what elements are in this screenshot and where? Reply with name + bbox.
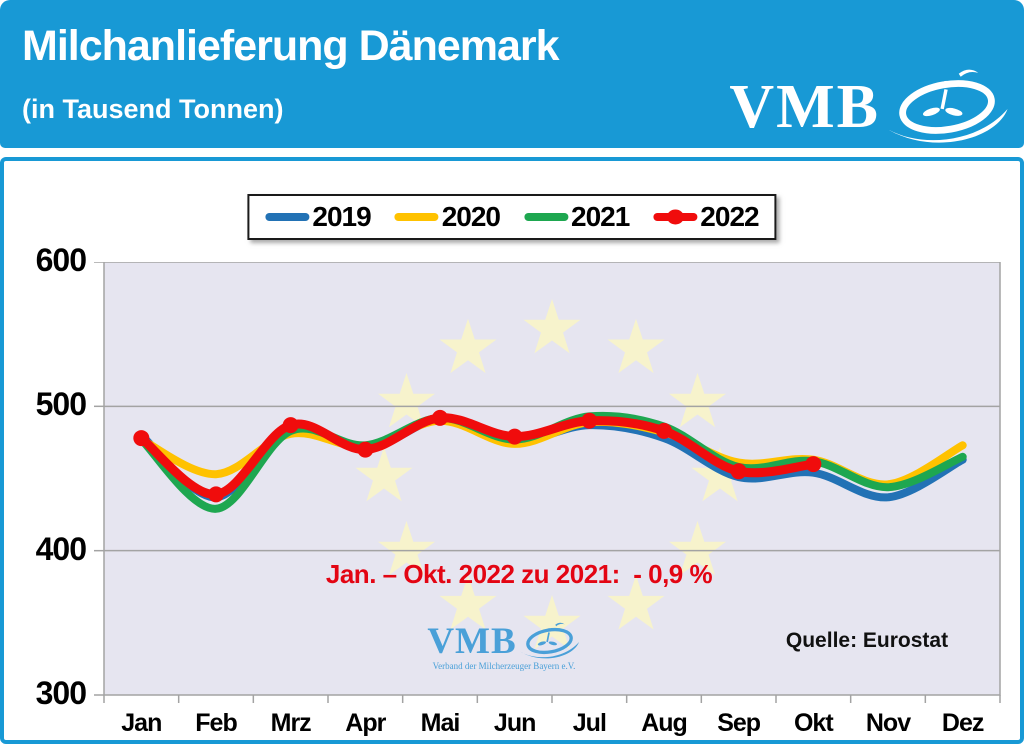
series-marker-2022 <box>133 430 150 447</box>
y-axis-label: 400 <box>35 530 87 567</box>
legend-label: 2020 <box>441 201 501 232</box>
eu-star-icon <box>439 575 497 630</box>
eu-star-icon <box>523 299 581 354</box>
vmb-logo-text: VMB <box>729 73 880 141</box>
y-axis-label: 600 <box>35 242 87 278</box>
legend-label: 2022 <box>700 201 759 232</box>
eu-star-icon <box>439 318 497 374</box>
x-axis-label: Jun <box>493 709 536 737</box>
annotation: Jan. – Okt. 2022 zu 2021: - 0,9 % <box>325 559 713 589</box>
x-axis-label: Aug <box>641 709 688 737</box>
eu-star-icon <box>607 318 665 374</box>
header: Milchanlieferung Dänemark (in Tausend To… <box>0 0 1024 148</box>
y-axis-label: 500 <box>35 386 87 423</box>
x-axis-label: Jul <box>572 709 607 737</box>
x-axis-label: Mai <box>420 709 461 737</box>
series-marker-2022 <box>656 422 672 439</box>
eu-star-icon <box>378 373 435 428</box>
watermark-caption: Verband der Milcherzeuger Bayern e.V. <box>432 661 576 671</box>
legend-label: 2019 <box>312 201 371 232</box>
x-axis-label: Apr <box>345 709 386 737</box>
series-marker-2022 <box>506 428 523 445</box>
x-axis-label: Dez <box>941 709 984 737</box>
watermark-logo: VMB Verband der Milcherzeuger Bayern e.V… <box>419 621 589 671</box>
x-axis-label: Okt <box>793 709 834 737</box>
series-line-2022 <box>136 413 818 499</box>
vmb-logo: VMB <box>729 66 1014 148</box>
eu-star-icon <box>669 373 726 428</box>
x-axis-label: Sep <box>717 709 761 737</box>
legend-swatch <box>524 213 568 221</box>
vmb-swirl-icon <box>886 69 1008 143</box>
eu-star-icon <box>355 447 413 502</box>
eu-star-icon <box>378 521 435 576</box>
x-axis-label: Feb <box>195 709 237 737</box>
legend-marker-dot <box>666 209 684 225</box>
series-marker-2022 <box>357 441 374 458</box>
source-label: Quelle: Eurostat <box>785 629 949 652</box>
legend-swatch <box>653 209 698 225</box>
eu-star-icon <box>607 575 665 630</box>
chart-panel: 2019 2020 2021 2022 600 500 400 300 Jan. – Okt… <box>0 157 1024 744</box>
legend-item-2021: 2021 <box>524 201 630 233</box>
chart-legend: 2019 2020 2021 2022 <box>247 194 777 240</box>
series-marker-2022 <box>730 463 747 480</box>
plot-area <box>94 262 1001 703</box>
x-axis-label: Mrz <box>270 709 312 737</box>
eu-star-icon <box>523 595 581 650</box>
watermark-logo-text: VMB <box>427 620 517 662</box>
series-marker-2022 <box>581 412 598 429</box>
page-title: Milchanlieferung Dänemark <box>22 22 560 70</box>
legend-item-2019: 2019 <box>265 201 372 233</box>
eu-star-icon <box>669 521 726 576</box>
y-axis-label: 300 <box>35 675 87 711</box>
series-marker-2022 <box>432 409 448 426</box>
series-marker-2022 <box>208 486 224 503</box>
legend-label: 2021 <box>571 201 630 232</box>
x-axis-label: Nov <box>865 709 911 737</box>
watermark-swirl-icon <box>519 622 579 659</box>
legend-item-2020: 2020 <box>394 201 501 233</box>
legend-swatch <box>394 213 439 221</box>
page-subtitle: (in Tausend Tonnen) <box>22 94 284 124</box>
series-marker-2022 <box>282 417 299 434</box>
legend-swatch <box>265 213 310 221</box>
series-marker-2022 <box>805 456 822 473</box>
legend-item-2022: 2022 <box>653 201 760 233</box>
x-axis-label: Jan <box>121 709 162 737</box>
